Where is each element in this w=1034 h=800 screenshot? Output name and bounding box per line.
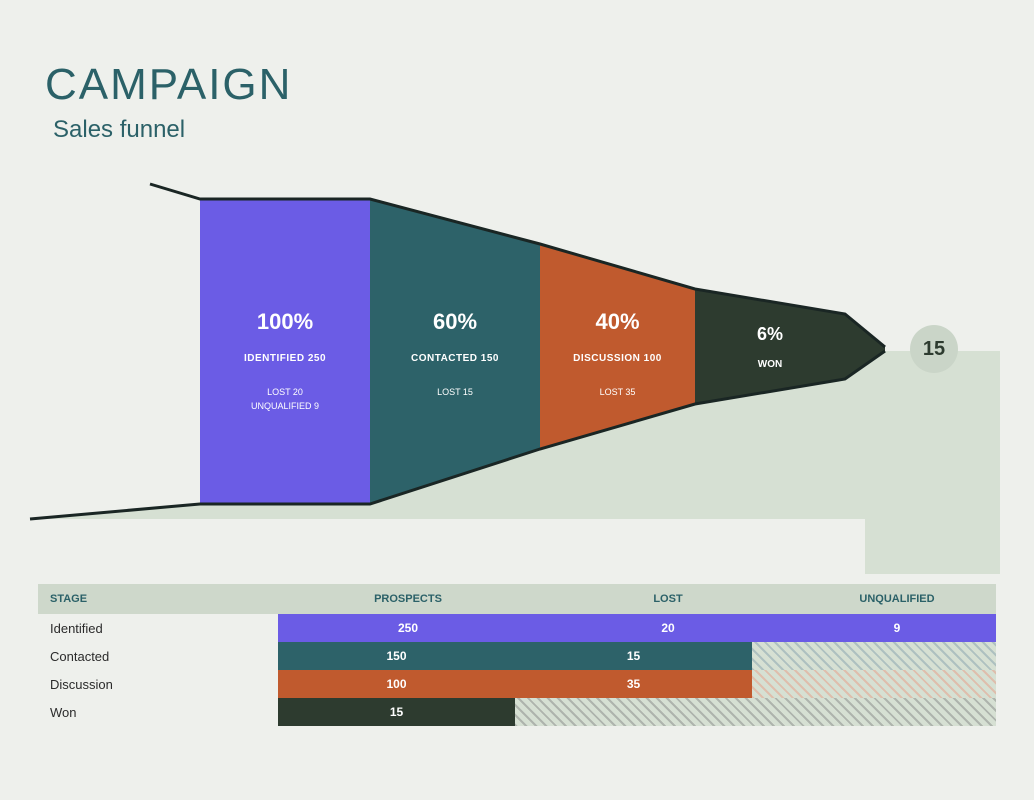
funnel-segment-won: 6% WON — [740, 324, 800, 370]
lost-value: 15 — [515, 642, 752, 670]
col-header-lost: LOST — [538, 593, 798, 605]
page-title: CAMPAIGN — [45, 60, 1034, 110]
data-table: STAGE PROSPECTS LOST UNQUALIFIED Identif… — [38, 584, 996, 726]
table-header-row: STAGE PROSPECTS LOST UNQUALIFIED — [38, 584, 996, 614]
segment-main: CONTACTED 150 — [370, 353, 540, 364]
segment-main: DISCUSSION 100 — [533, 353, 703, 364]
segment-pct: 60% — [370, 309, 540, 335]
segment-sub2: UNQUALIFIED 9 — [251, 401, 319, 411]
segment-main: WON — [740, 359, 800, 370]
funnel-segment-identified: 100% IDENTIFIED 250 LOST 20 UNQUALIFIED … — [200, 309, 370, 413]
funnel-final-value: 15 — [923, 338, 945, 361]
prospects-value: 15 — [278, 698, 515, 726]
col-header-prospects: PROSPECTS — [278, 593, 538, 605]
segment-main: IDENTIFIED 250 — [200, 353, 370, 364]
funnel-chart: 100% IDENTIFIED 250 LOST 20 UNQUALIFIED … — [0, 174, 1034, 584]
col-header-stage: STAGE — [38, 593, 278, 605]
col-header-unqualified: UNQUALIFIED — [798, 593, 996, 605]
segment-sub1: LOST 20 — [267, 387, 303, 397]
bar-cell: 10035 — [278, 670, 996, 698]
bar-hatch — [752, 670, 996, 698]
bar-cell: 15015 — [278, 642, 996, 670]
lost-value: 20 — [538, 614, 798, 642]
segment-sub1: LOST 35 — [533, 386, 703, 400]
segment-pct: 40% — [533, 309, 703, 335]
table-row: Discussion10035 — [38, 670, 996, 698]
prospects-value: 100 — [278, 670, 515, 698]
segment-pct: 100% — [200, 309, 370, 335]
bar-cell: 250209 — [278, 614, 996, 642]
stage-cell: Discussion — [38, 670, 278, 698]
prospects-value: 150 — [278, 642, 515, 670]
table-row: Contacted15015 — [38, 642, 996, 670]
prospects-value: 250 — [278, 614, 538, 642]
funnel-segment-contacted: 60% CONTACTED 150 LOST 15 — [370, 309, 540, 400]
table-row: Won15 — [38, 698, 996, 726]
bar-hatch — [515, 698, 996, 726]
stage-cell: Identified — [38, 614, 278, 642]
segment-sub1: LOST 15 — [370, 386, 540, 400]
lost-value: 35 — [515, 670, 752, 698]
funnel-final-badge: 15 — [910, 325, 958, 373]
stage-cell: Won — [38, 698, 278, 726]
bar-cell: 15 — [278, 698, 996, 726]
segment-pct: 6% — [740, 324, 800, 345]
funnel-segment-discussion: 40% DISCUSSION 100 LOST 35 — [533, 309, 703, 400]
stage-cell: Contacted — [38, 642, 278, 670]
table-row: Identified250209 — [38, 614, 996, 642]
page-subtitle: Sales funnel — [53, 116, 1034, 144]
bar-hatch — [752, 642, 996, 670]
header: CAMPAIGN Sales funnel — [0, 0, 1034, 144]
unqualified-value: 9 — [798, 614, 996, 642]
